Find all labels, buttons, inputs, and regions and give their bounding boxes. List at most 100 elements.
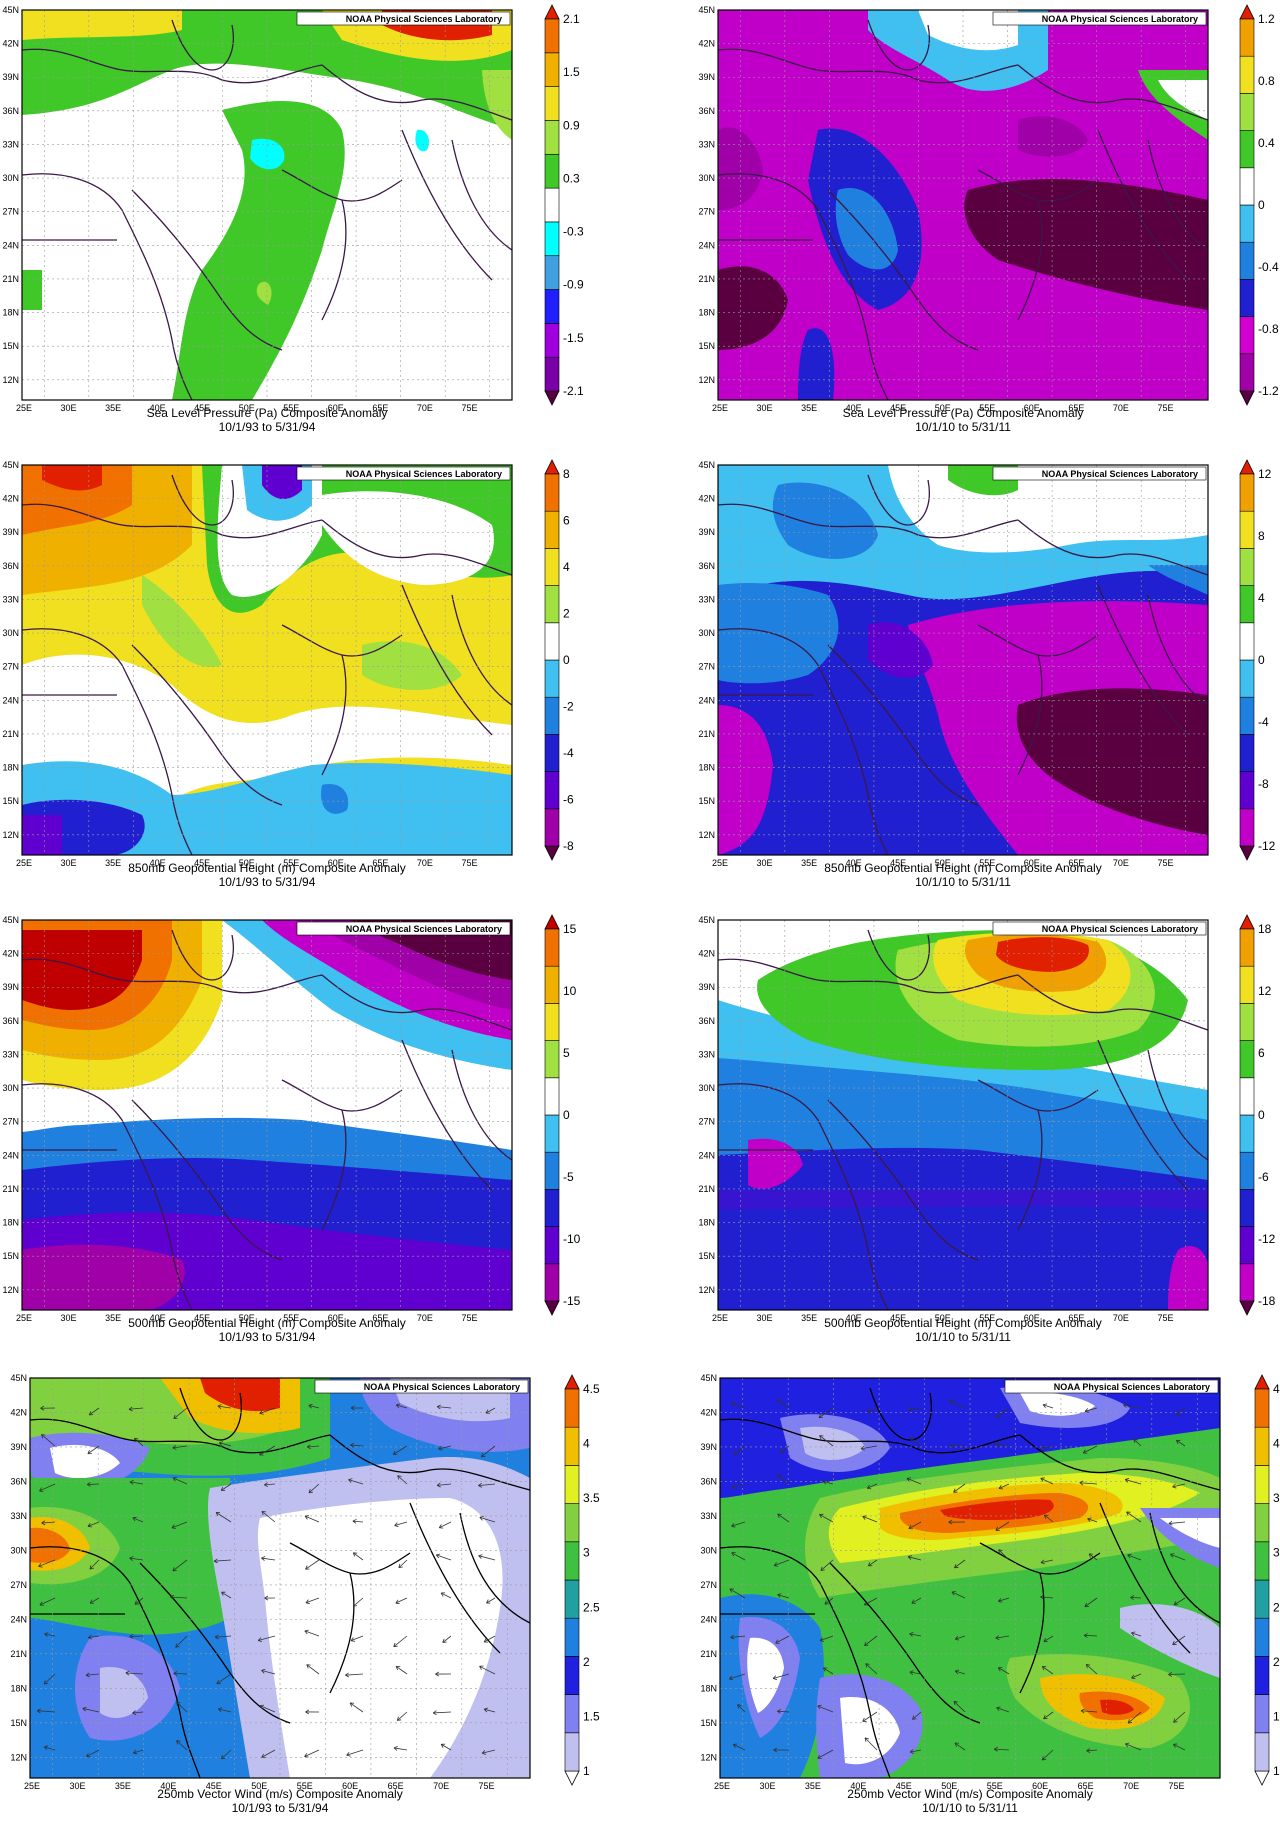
anomaly-region: [142, 575, 222, 667]
lon-tick-label: 45E: [890, 1313, 906, 1323]
wind-arrow: [777, 1594, 790, 1599]
wind-arrow-head: [396, 1716, 402, 1721]
wind-arrow-head: [864, 1737, 869, 1742]
wind-arrow: [88, 1635, 100, 1639]
gridlines: [22, 464, 512, 855]
wind-arrow: [41, 1434, 56, 1447]
lon-tick-label: 25E: [16, 1313, 32, 1323]
lat-tick-label: 12N: [700, 1752, 717, 1762]
wind-arrow: [819, 1435, 834, 1447]
wind-arrow-head: [440, 1592, 446, 1597]
lat-tick-label: 27N: [2, 1117, 19, 1127]
wind-arrow: [485, 1407, 496, 1414]
lon-tick-label: 30E: [759, 1781, 775, 1791]
colorbar-tick-label: -0.4: [1258, 260, 1279, 274]
wind-arrow-head: [215, 1511, 221, 1517]
wind-arrow-head: [352, 1518, 357, 1524]
wind-arrow-head: [737, 1704, 742, 1709]
lat-tick-label: 33N: [700, 1511, 717, 1521]
anomaly-region: [747, 1637, 784, 1713]
lat-tick-label: 18N: [698, 1218, 715, 1228]
colorbar-max-arrow: [564, 1374, 580, 1390]
wind-arrow-head: [213, 1558, 218, 1564]
colorbar-tick-label: 0.9: [563, 118, 580, 132]
wind-arrow: [433, 1711, 452, 1714]
lon-tick-label: 60E: [328, 1313, 344, 1323]
wind-arrow-head: [911, 1599, 916, 1604]
wind-arrow-head: [170, 1594, 175, 1600]
wind-arrow-head: [481, 1750, 487, 1755]
wind-arrow-head: [214, 1634, 219, 1640]
wind-arrow: [1127, 1554, 1142, 1561]
wind-arrow-head: [1043, 1715, 1048, 1720]
lat-tick-label: 18N: [10, 1683, 27, 1693]
wind-arrow: [994, 1443, 1010, 1447]
credit-label: NOAA Physical Sciences Laboratory: [1042, 924, 1198, 934]
lon-tick-label: 25E: [712, 858, 728, 868]
wind-arrow-head: [1172, 1743, 1178, 1748]
wind-arrow: [1133, 1438, 1142, 1447]
wind-arrow-head: [43, 1745, 49, 1751]
wind-arrow-head: [88, 1634, 93, 1640]
wind-arrow-head: [128, 1406, 133, 1412]
wind-arrow-head: [88, 1411, 94, 1416]
lon-tick-label: 65E: [372, 403, 388, 413]
map-500mb-1993: NOAA Physical Sciences Laboratory 45N 42N…: [2, 914, 581, 1344]
wind-arrow: [308, 1483, 320, 1494]
lon-tick-label: 45E: [896, 1781, 912, 1791]
wind-arrow: [172, 1477, 188, 1485]
colorbar-tick-label: -1.5: [563, 331, 584, 345]
wind-arrow: [129, 1557, 144, 1561]
colorbar-tick-label: 4.5: [1273, 1382, 1280, 1396]
wind-arrow: [125, 1672, 144, 1675]
lat-tick-label: 21N: [700, 1649, 717, 1659]
colorbar-tick-label: -10: [563, 1232, 581, 1246]
lon-tick-label: 40E: [850, 1781, 866, 1791]
colorbar-tick-label: -8: [1258, 777, 1269, 791]
map-period: 10/1/93 to 5/31/94: [219, 875, 316, 889]
map-axes: 45N 42N 39N 36N 33N 30N 27N 24N 21N 18N 15N 12N 25E 3…: [698, 915, 1173, 1323]
wind-arrow-head: [1168, 1672, 1173, 1677]
wind-arrow-head: [1131, 1674, 1136, 1680]
wind-arrow: [128, 1407, 144, 1410]
wind-arrow: [306, 1664, 320, 1675]
colorbar-segment: [1239, 473, 1255, 512]
wind-arrow-head: [478, 1482, 483, 1488]
wind-arrow: [481, 1749, 496, 1754]
lon-tick-label: 55E: [297, 1781, 313, 1791]
lat-tick-label: 42N: [698, 39, 715, 49]
colorbar-max-arrow: [544, 459, 560, 475]
colorbar-segment: [1239, 316, 1255, 355]
lon-tick-label: 40E: [150, 1313, 166, 1323]
wind-arrow-head: [907, 1555, 913, 1560]
lat-tick-label: 30N: [700, 1545, 717, 1555]
colorbar-segment: [564, 1388, 580, 1428]
wind-arrow: [134, 1438, 144, 1447]
wind-arrow: [398, 1559, 408, 1569]
wind-arrow: [395, 1597, 408, 1604]
wind-arrow-head: [435, 1553, 441, 1559]
wind-arrow-head: [998, 1484, 1004, 1490]
wind-arrow: [729, 1673, 746, 1680]
colorbar-segment: [1239, 771, 1255, 810]
wind-arrow: [220, 1483, 232, 1491]
colorbar-segment: [544, 696, 560, 735]
wind-arrow: [437, 1406, 452, 1409]
wind-arrow-head: [175, 1643, 180, 1648]
lon-tick-label: 70E: [1123, 1781, 1139, 1791]
wind-arrow-head: [954, 1742, 959, 1747]
colorbar-segment: [1254, 1732, 1270, 1772]
wind-arrow: [1088, 1553, 1098, 1561]
wind-arrow: [1086, 1749, 1098, 1752]
wind-arrow: [396, 1711, 408, 1721]
wind-arrow-head: [216, 1680, 221, 1685]
wind-arrow-head: [954, 1635, 960, 1641]
wind-arrow: [170, 1596, 188, 1599]
lat-tick-label: 27N: [2, 662, 19, 672]
lat-tick-label: 45N: [2, 460, 19, 470]
wind-arrow: [348, 1479, 364, 1485]
colorbar-segment: [1239, 659, 1255, 698]
colorbar-segment: [1239, 808, 1255, 847]
colorbar-segment: [1239, 130, 1255, 169]
map-period: 10/1/10 to 5/31/11: [915, 420, 1011, 434]
